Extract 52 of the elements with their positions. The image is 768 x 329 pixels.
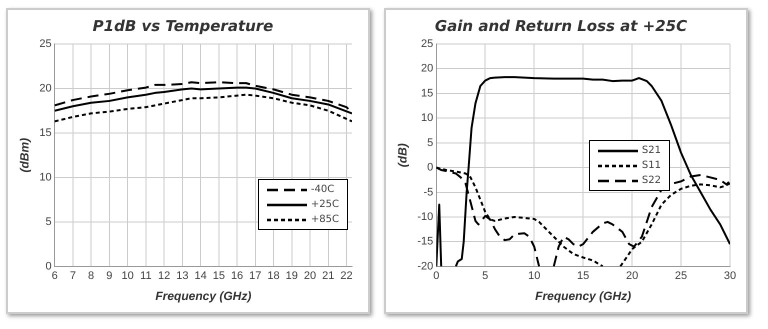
x-tick-label: 6 bbox=[52, 270, 58, 282]
y-axis-title: (dBm) bbox=[18, 138, 32, 173]
x-tick-label: 8 bbox=[88, 270, 94, 282]
y-tick-label: 15 bbox=[421, 87, 434, 100]
x-tick-label: 21 bbox=[322, 270, 334, 282]
x-tick-label: 15 bbox=[212, 270, 225, 282]
legend-label: +85C bbox=[310, 214, 339, 225]
legend-label: S22 bbox=[642, 175, 661, 186]
y-tick-label: -20 bbox=[417, 260, 434, 272]
y-tick-label: -10 bbox=[417, 211, 434, 224]
x-tick-label: 25 bbox=[674, 270, 688, 282]
x-tick-label: 9 bbox=[106, 270, 112, 282]
x-tick-label: 7 bbox=[70, 270, 76, 282]
x-tick-label: 16 bbox=[230, 270, 244, 282]
x-tick-label: 12 bbox=[158, 270, 170, 282]
x-tick-label: 13 bbox=[176, 270, 188, 282]
y-tick-label: 10 bbox=[421, 112, 434, 124]
legend-label: -40C bbox=[310, 184, 334, 195]
y-tick-label: 5 bbox=[46, 216, 52, 228]
y-tick-label: 25 bbox=[421, 38, 434, 50]
y-tick-label: -5 bbox=[424, 186, 434, 198]
y-tick-label: 25 bbox=[39, 38, 52, 50]
x-tick-label: 19 bbox=[286, 270, 298, 282]
x-axis-title: Frequency (GHz) bbox=[535, 289, 632, 304]
y-tick-label: 20 bbox=[421, 62, 434, 75]
x-tick-label: 14 bbox=[194, 270, 207, 282]
chart-title: Gain and Return Loss at +25C bbox=[434, 16, 688, 35]
x-tick-label: 17 bbox=[249, 270, 262, 282]
y-tick-label: 0 bbox=[46, 260, 52, 272]
x-tick-label: 20 bbox=[304, 270, 316, 282]
chart-title: P1dB vs Temperature bbox=[92, 16, 274, 35]
x-tick-label: 20 bbox=[626, 270, 638, 282]
x-axis-title: Frequency (GHz) bbox=[155, 289, 252, 304]
y-axis-title: (dB) bbox=[396, 143, 410, 168]
x-tick-label: 22 bbox=[340, 270, 353, 282]
y-tick-label: 0 bbox=[427, 162, 434, 174]
y-tick-label: 20 bbox=[39, 82, 52, 95]
y-tick-label: 15 bbox=[39, 126, 52, 139]
x-tick-label: 10 bbox=[121, 270, 134, 282]
y-tick-label: 10 bbox=[39, 171, 52, 184]
legend-label: S11 bbox=[642, 160, 661, 171]
x-tick-label: 18 bbox=[267, 270, 280, 282]
x-tick-label: 5 bbox=[482, 270, 488, 282]
x-tick-label: 15 bbox=[577, 270, 590, 282]
line-series bbox=[54, 94, 352, 122]
y-tick-label: -15 bbox=[417, 236, 434, 248]
legend-label: +25C bbox=[310, 199, 339, 210]
y-tick-label: 5 bbox=[427, 136, 434, 149]
legend-label: S21 bbox=[642, 145, 661, 156]
x-tick-label: 30 bbox=[724, 270, 736, 282]
x-tick-label: 10 bbox=[528, 270, 540, 282]
x-tick-label: 11 bbox=[140, 270, 152, 282]
